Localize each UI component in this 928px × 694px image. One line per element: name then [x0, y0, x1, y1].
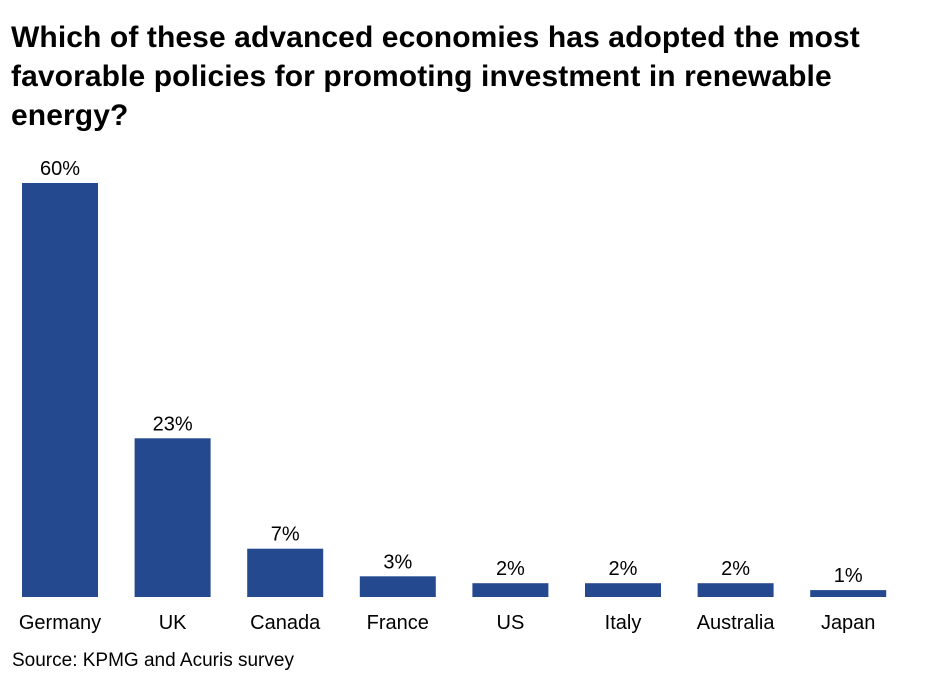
- value-label-japan: 1%: [834, 565, 863, 587]
- value-label-germany: 60%: [40, 158, 80, 180]
- bar-canada: [247, 548, 324, 597]
- value-label-canada: 7%: [271, 524, 300, 546]
- category-label-uk: UK: [159, 612, 187, 634]
- category-label-japan: Japan: [821, 612, 876, 634]
- source-note: Source: KPMG and Acuris survey: [12, 650, 294, 671]
- category-label-france: France: [367, 612, 429, 634]
- category-label-germany: Germany: [19, 612, 101, 634]
- value-labels-group: 60% 23% 7% 3% 2% 2% 2% 1%: [40, 158, 863, 587]
- category-label-canada: Canada: [250, 612, 321, 634]
- value-label-italy: 2%: [609, 558, 638, 580]
- bar-japan: [810, 590, 887, 597]
- category-label-us: US: [497, 612, 525, 634]
- bar-italy: [585, 583, 661, 597]
- chart-title: Which of these advanced economies has ad…: [11, 21, 860, 132]
- value-label-australia: 2%: [721, 558, 750, 580]
- bar-france: [359, 576, 436, 597]
- bar-australia: [697, 583, 774, 597]
- value-label-france: 3%: [383, 551, 412, 573]
- bar-us: [472, 583, 549, 597]
- category-label-australia: Australia: [697, 612, 776, 634]
- category-labels-group: Germany UK Canada France US Italy Australia Jap…: [19, 612, 876, 634]
- bar-germany: [22, 183, 98, 597]
- category-label-italy: Italy: [605, 612, 642, 634]
- bar-uk: [134, 438, 211, 597]
- bars-group: [22, 183, 887, 597]
- value-label-uk: 23%: [153, 413, 193, 435]
- value-label-us: 2%: [496, 558, 525, 580]
